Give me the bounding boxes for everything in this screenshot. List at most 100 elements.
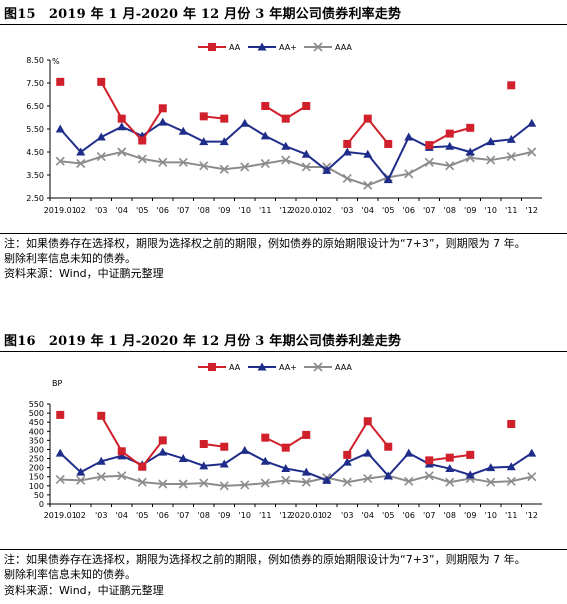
x-tick-label: '04 (362, 511, 374, 520)
data-point-AA (138, 136, 147, 145)
x-tick-label: '08 (444, 206, 456, 215)
legend-label: AAA (335, 43, 352, 52)
y-tick-label: 200 (29, 464, 44, 473)
data-point-AAA (404, 476, 414, 486)
data-point-AA (445, 129, 454, 138)
y-tick-label: 400 (29, 427, 44, 436)
data-point-AAA (260, 478, 270, 488)
data-point-AA (56, 410, 65, 419)
data-point-AA+ (76, 467, 86, 476)
series-line-AA+ (59, 449, 533, 482)
data-point-AA (363, 417, 372, 426)
x-tick-label: '06 (403, 511, 415, 520)
data-point-AA (158, 104, 167, 113)
x-tick-label: '07 (177, 206, 189, 215)
figure16-bottom-rule (0, 549, 567, 550)
data-point-AA+ (240, 445, 250, 454)
data-point-AAA (301, 162, 311, 172)
data-point-AA+ (363, 149, 373, 158)
data-point-AA (97, 411, 106, 420)
series-aaa (55, 471, 537, 491)
x-tick-label: 02 (322, 511, 332, 520)
data-point-AA+ (219, 459, 229, 468)
data-point-AAA (76, 158, 86, 169)
figure16-note-line1: 注：如果债券存在选择权，期限为选择权之前的期限，例如债券的原始期限设计为“7+3… (4, 553, 526, 566)
legend-label: AA+ (279, 363, 297, 372)
data-point-AA+ (96, 456, 106, 465)
data-point-AAA (55, 474, 65, 485)
x-tick-label: '12 (526, 206, 538, 215)
data-point-AAA (527, 472, 537, 482)
data-point-AAA (445, 161, 455, 171)
data-point-AAA (527, 147, 537, 157)
series-line-AA (100, 81, 164, 143)
data-point-AAA (55, 156, 65, 166)
x-tick-label: '09 (464, 511, 476, 520)
data-point-AA+ (55, 448, 65, 457)
figure16-title-rule (0, 351, 567, 352)
legend-label: AAA (335, 363, 352, 372)
data-point-AA (343, 450, 352, 459)
data-point-AA+ (199, 461, 209, 470)
data-point-AA+ (527, 448, 537, 457)
series-aa (56, 410, 516, 471)
figure16-title: 图16 2019 年 1 月-2020 年 12 月份 3 年期公司债券利差走势 (4, 334, 402, 349)
x-tick-label: '12 (280, 511, 292, 520)
x-tick-label: '03 (95, 206, 107, 215)
figure15-title-rule (0, 24, 567, 25)
data-point-AA+ (383, 175, 393, 184)
data-point-AA+ (404, 448, 414, 457)
x-tick-label: '07 (177, 511, 189, 520)
y-tick-label: 7.50 (26, 79, 44, 88)
x-tick-label: '08 (444, 511, 456, 520)
x-tick-label: 02 (76, 511, 86, 520)
data-point-AA+ (445, 464, 455, 473)
data-point-AA (261, 102, 270, 110)
data-point-AA+ (158, 117, 168, 126)
x-tick-label: '11 (259, 206, 271, 215)
data-point-AA (261, 433, 270, 442)
figure16-chart: BP5505004504003503002502001501005002019.… (29, 362, 542, 520)
figure15-chart: %8.507.506.505.504.503.502.502019.0102'0… (26, 42, 542, 215)
x-tick-label: '05 (382, 206, 394, 215)
data-point-AA (425, 456, 434, 465)
data-point-AAA (178, 157, 188, 167)
data-point-AA (384, 442, 393, 451)
legend-item-aa-plus: AA+ (248, 42, 297, 52)
legend-item-aa: AA (198, 43, 241, 52)
x-tick-label: '11 (259, 511, 271, 520)
series-aa (56, 77, 516, 150)
data-point-AAA (506, 152, 516, 162)
data-point-AA+ (301, 467, 311, 476)
series-line-AA (100, 415, 164, 469)
y-tick-label: 8.50 (26, 56, 44, 65)
data-point-AA (507, 420, 516, 428)
x-tick-label: 02 (76, 206, 86, 215)
legend-marker (257, 42, 267, 51)
x-tick-label: '04 (362, 206, 374, 215)
figure15-source: 资料来源：Wind，中证鹏元整理 (4, 267, 164, 280)
x-tick-label: '12 (526, 511, 538, 520)
y-tick-label: 300 (29, 445, 44, 454)
y-tick-label: 2.50 (26, 194, 44, 203)
data-point-AAA (363, 180, 373, 190)
data-point-AA+ (404, 132, 414, 141)
x-tick-label: '08 (198, 206, 210, 215)
data-point-AA+ (178, 126, 188, 135)
legend-label: AA+ (279, 43, 297, 52)
data-point-AAA (219, 481, 229, 491)
data-point-AA (445, 453, 454, 462)
data-point-AA (302, 102, 311, 110)
data-point-AAA (219, 164, 229, 174)
x-tick-label: '06 (157, 206, 169, 215)
y-tick-label: 150 (29, 473, 44, 482)
data-point-AAA (178, 479, 188, 489)
x-tick-label: '03 (341, 511, 353, 520)
data-point-AA+ (486, 137, 496, 146)
figure16-source: 资料来源：Wind，中证鹏元整理 (4, 584, 164, 597)
data-point-AA (158, 436, 167, 445)
series-aaa (55, 147, 537, 190)
data-point-AAA (137, 477, 147, 487)
figure15-title: 图15 2019 年 1 月-2020 年 12 月份 3 年期公司债券利率走势 (4, 7, 402, 22)
data-point-AAA (76, 475, 86, 485)
